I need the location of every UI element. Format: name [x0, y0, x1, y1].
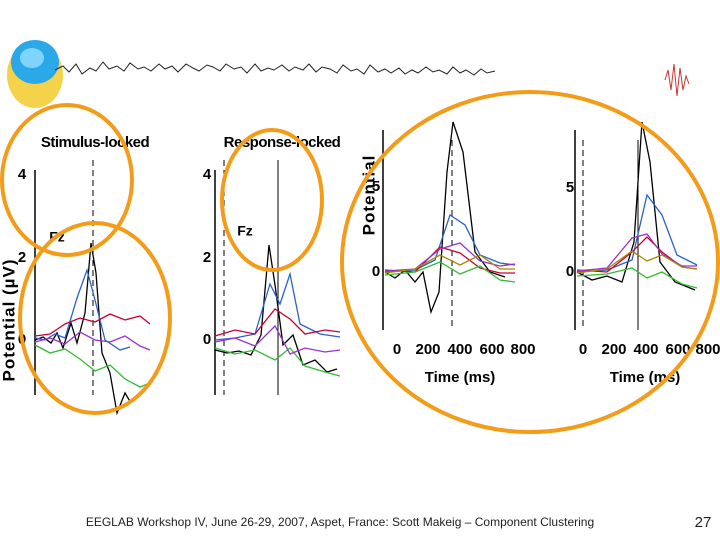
y-tick-label: 0 [566, 263, 574, 280]
x-tick-label: 0 [579, 341, 587, 358]
trace [214, 271, 341, 341]
trace [576, 121, 696, 291]
trace [576, 233, 697, 272]
x-tick-label: 200 [601, 341, 626, 358]
trace [576, 193, 698, 273]
x-tick-label: 200 [415, 341, 440, 358]
trace [384, 254, 515, 274]
trace [576, 267, 698, 289]
x-axis-label: Time (ms) [425, 369, 496, 386]
y-tick-label: 2 [203, 249, 211, 266]
y-tick-label: 0 [372, 263, 380, 280]
head-icon [7, 40, 63, 108]
y-tick-label: 5 [372, 178, 380, 195]
panel-cluster-a: 5 0 0 200 400 600 800 Time (ms) [372, 121, 536, 386]
y-tick-label: 4 [18, 166, 27, 183]
panel-cluster-b: 5 0 0 200 400 600 800 Time (ms) [566, 121, 720, 386]
y-tick-label: 5 [566, 179, 574, 196]
x-tick-label: 800 [695, 341, 720, 358]
x-tick-label: 800 [510, 341, 535, 358]
panel-stimulus: Stimulus-locked Fz 4 2 0 [18, 134, 151, 416]
trace [34, 267, 131, 351]
y-tick-label: 0 [203, 331, 211, 348]
eeg-burst [664, 63, 690, 97]
trace [34, 313, 151, 337]
trace [214, 324, 341, 355]
page-number: 27 [695, 514, 712, 531]
trace [214, 308, 341, 337]
trace [214, 244, 338, 373]
footer: EEGLAB Workshop IV, June 26-29, 2007, As… [86, 515, 594, 529]
x-tick-label: 400 [633, 341, 658, 358]
trace [384, 261, 516, 283]
x-tick-label: 400 [447, 341, 472, 358]
eeg-strip [54, 61, 496, 76]
trace [576, 250, 698, 274]
panel-title: Response-locked [224, 134, 341, 151]
highlights [0, 90, 720, 434]
x-tick-label: 600 [665, 341, 690, 358]
trace [214, 347, 341, 377]
channel-label: Fz [237, 223, 253, 239]
x-tick-label: 0 [393, 341, 401, 358]
panel-title: Stimulus-locked [41, 134, 150, 151]
y-tick-label: 4 [203, 166, 212, 183]
panel-response: Response-locked Fz 4 2 0 [203, 134, 341, 395]
trace [34, 344, 151, 388]
y-axis-label: Potential (µV) [0, 259, 18, 382]
x-tick-label: 600 [479, 341, 504, 358]
y-tick-label: 2 [18, 249, 26, 266]
trace [34, 331, 151, 351]
y-axis-label: Potential [359, 155, 378, 236]
